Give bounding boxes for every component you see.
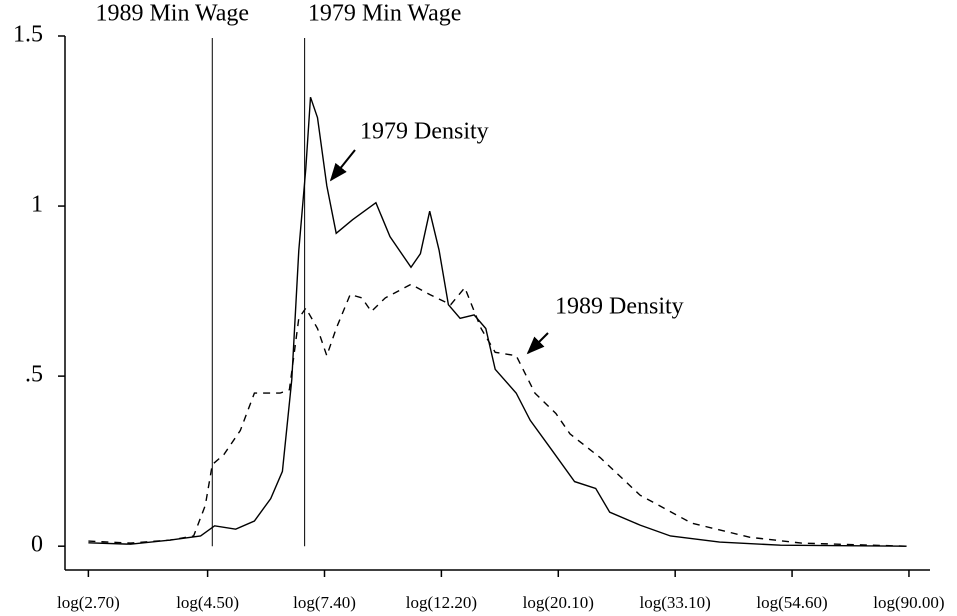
min-wage-label: 1989 Min Wage xyxy=(95,1,249,27)
x-tick-label: log(4.50) xyxy=(176,593,239,612)
density-line xyxy=(88,96,907,547)
x-tick-label: log(7.40) xyxy=(293,593,356,612)
y-tick-label: 1 xyxy=(31,192,43,218)
annotation-arrow xyxy=(526,332,549,355)
x-tick-label: log(12.20) xyxy=(406,593,477,612)
x-tick-label: log(33.10) xyxy=(640,593,711,612)
annotation: 1989 Density xyxy=(555,294,684,320)
density-line xyxy=(88,283,907,547)
x-tick-label: log(54.60) xyxy=(756,593,827,612)
x-tick-label: log(90.00) xyxy=(873,593,944,612)
x-tick-label: log(2.70) xyxy=(57,593,120,612)
y-tick-label: 0 xyxy=(31,532,43,558)
min-wage-label: 1979 Min Wage xyxy=(308,1,462,27)
x-tick-label: log(20.10) xyxy=(523,593,594,612)
y-tick-label: .5 xyxy=(25,362,43,388)
annotation: 1979 Density xyxy=(360,119,489,145)
y-tick-label: 1.5 xyxy=(13,22,43,48)
annotation-arrow xyxy=(329,149,356,182)
